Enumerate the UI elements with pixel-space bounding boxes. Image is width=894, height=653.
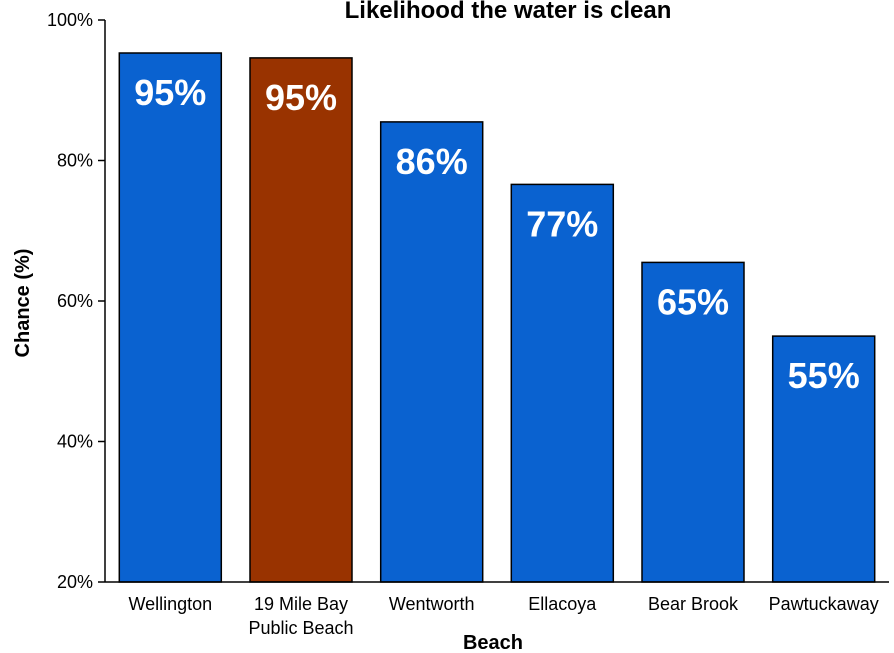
data-label-0: 95%	[134, 72, 206, 113]
x-axis-label: Beach	[463, 632, 523, 653]
bar-4	[641, 261, 745, 583]
y-tick-label-1: 40%	[57, 432, 93, 452]
data-label-1: 95%	[265, 77, 337, 118]
y-axis-label: Chance (%)	[12, 249, 34, 358]
bar-3	[510, 183, 615, 583]
category-label-2: Wentworth	[389, 594, 475, 614]
data-label-2: 86%	[396, 141, 468, 182]
bars-layer: 95% 95% 86% 77% 65% 55%	[118, 52, 876, 583]
category-label-0: Wellington	[128, 594, 212, 614]
data-label-5: 55%	[788, 355, 860, 396]
category-label-1: 19 Mile Bay	[254, 594, 348, 614]
chart-title: Likelihood the water is clean	[345, 0, 672, 24]
y-tick-label-0: 20%	[57, 572, 93, 592]
y-tick-label-3: 80%	[57, 151, 93, 171]
bar-0	[118, 52, 223, 583]
y-tick-label-2: 60%	[57, 291, 93, 311]
data-label-4: 65%	[657, 281, 729, 322]
category-label-4: Bear Brook	[648, 594, 739, 614]
category-label-1-line-1: Public Beach	[248, 618, 353, 638]
bar-1	[249, 57, 353, 583]
axes-layer: Wellington 19 Mile Bay Public Beach Wentwor…	[47, 10, 889, 638]
category-label-5: Pawtuckaway	[769, 594, 879, 614]
category-label-3: Ellacoya	[528, 594, 597, 614]
bar-2	[379, 121, 484, 583]
bar-5	[771, 335, 876, 583]
y-tick-label-4: 100%	[47, 10, 93, 30]
data-label-3: 77%	[526, 203, 598, 244]
